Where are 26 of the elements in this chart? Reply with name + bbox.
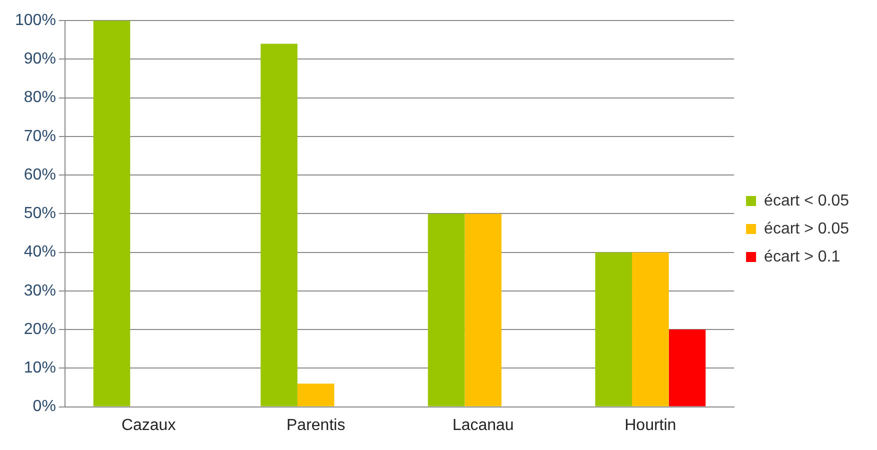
y-tick-label: 40% <box>24 244 56 261</box>
y-tick-label: 20% <box>24 320 56 338</box>
y-tick-label: 30% <box>24 282 56 300</box>
legend-label: écart > 0.1 <box>764 248 840 266</box>
bar <box>93 20 130 406</box>
y-tick-label: 60% <box>24 166 56 184</box>
bar <box>464 214 502 406</box>
bar <box>595 252 632 406</box>
bar <box>668 330 706 406</box>
bar <box>297 384 334 406</box>
legend-label: écart > 0.05 <box>764 220 850 238</box>
y-tick-label: 100% <box>15 12 56 30</box>
y-tick-label: 10% <box>24 360 56 377</box>
y-tick-label: 70% <box>24 128 56 145</box>
y-tick-label: 0% <box>32 398 56 416</box>
y-tick-label: 80% <box>24 89 56 106</box>
x-tick-label: Cazaux <box>121 416 176 434</box>
x-tick-label: Parentis <box>286 416 346 434</box>
y-tick-label: 50% <box>24 205 56 222</box>
x-tick-label: Lacanau <box>452 416 514 434</box>
x-tick-label: Hourtin <box>624 416 676 434</box>
bar <box>260 44 298 406</box>
y-tick-label: 90% <box>24 50 56 68</box>
legend-label: écart < 0.05 <box>764 192 850 210</box>
bar <box>632 252 669 406</box>
bar <box>428 214 465 406</box>
